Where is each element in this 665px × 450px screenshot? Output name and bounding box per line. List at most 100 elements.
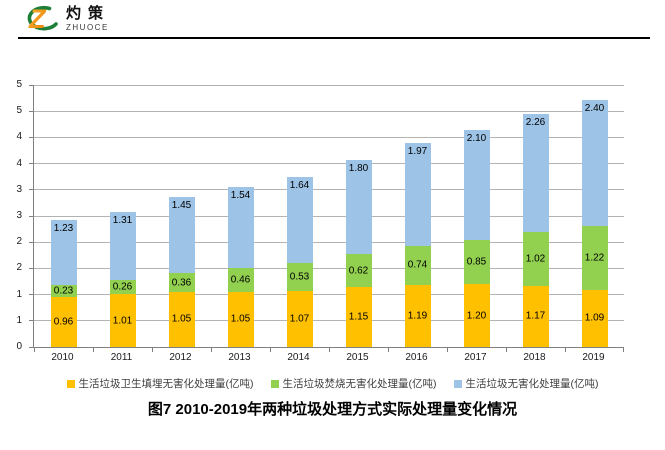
x-axis-tick: [623, 348, 624, 352]
bar-value-label: 0.74: [407, 259, 428, 271]
bar-segment: 2.40: [581, 100, 608, 226]
bar-segment: 1.07: [286, 290, 313, 347]
gridline: [34, 267, 624, 269]
bar-segment: 1.64: [286, 177, 313, 264]
chart-legend: 生活垃圾卫生填埋无害化处理量(亿吨) 生活垃圾焚烧无害化处理量(亿吨) 生活垃圾无害…: [0, 376, 665, 391]
bar-value-label: 1.05: [171, 313, 192, 325]
x-axis-label: 2017: [464, 352, 487, 363]
y-axis-tick: [29, 241, 33, 243]
bar-segment: 1.17: [522, 285, 549, 347]
x-axis-label: 2019: [582, 352, 605, 363]
zhuoce-logo: Z 灼策 ZHUOCE: [24, 2, 110, 35]
x-axis-tick: [506, 348, 507, 352]
bar-segment: 0.85: [463, 239, 490, 285]
y-axis-tick: [29, 215, 33, 217]
gridline: [34, 136, 624, 138]
stacked-bar: 1.01 0.26 1.31: [109, 211, 136, 347]
legend-swatch-icon: [453, 379, 462, 388]
x-axis-label: 2013: [228, 352, 251, 363]
x-axis: 2010 2011 2012 2013 2014 2015 2016 2017 2018 2019: [33, 352, 623, 365]
bar-value-label: 0.85: [466, 256, 487, 268]
x-axis-tick: [329, 348, 330, 352]
bar-segment: 0.26: [109, 280, 136, 295]
legend-item: 生活垃圾焚烧无害化处理量(亿吨): [270, 376, 437, 391]
bar-segment: 0.74: [404, 245, 431, 285]
gridline: [34, 110, 624, 112]
bar-value-label: 0.26: [112, 281, 133, 293]
bar-value-label: 1.23: [53, 223, 74, 235]
bar-value-label: 1.54: [230, 190, 251, 202]
bar-value-label: 0.62: [348, 265, 369, 276]
x-axis-tick: [565, 348, 566, 352]
bar-segment: 0.36: [168, 273, 195, 292]
y-axis-tick-label: 4: [16, 131, 22, 143]
y-axis-tick: [29, 320, 33, 322]
bar-value-label: 2.10: [466, 132, 487, 144]
bar-segment: 0.23: [50, 284, 77, 297]
x-axis-label: 2012: [169, 352, 192, 363]
bar-segment: 0.62: [345, 254, 372, 287]
bar-value-label: 1.20: [466, 310, 487, 322]
bar-value-label: 1.45: [171, 200, 192, 212]
bar-value-label: 1.07: [289, 313, 310, 325]
bar-value-label: 1.19: [407, 310, 428, 322]
chart-title: 图7 2010-2019年两种垃圾处理方式实际处理量变化情况: [147, 401, 518, 418]
x-axis-label: 2010: [51, 352, 74, 363]
bar-value-label: 1.97: [407, 145, 428, 157]
bar-segment: 1.23: [50, 220, 77, 285]
legend-label: 生活垃圾无害化处理量(亿吨): [465, 378, 599, 390]
x-axis-tick: [388, 348, 389, 352]
bar-value-label: 0.96: [53, 316, 74, 328]
bar-segment: 1.19: [404, 284, 431, 347]
stacked-bar: 1.19 0.74 1.97: [404, 142, 431, 347]
y-axis-tick-label: 1: [16, 288, 22, 300]
brand-subtitle: ZHUOCE: [66, 22, 109, 32]
bar-value-label: 1.09: [584, 312, 605, 324]
bar-value-label: 0.46: [230, 274, 251, 286]
gridline: [34, 320, 624, 322]
gridline: [34, 294, 624, 296]
bar-segment: 2.26: [522, 113, 549, 233]
x-axis-tick: [34, 348, 35, 352]
x-axis-tick: [93, 348, 94, 352]
bar-value-label: 1.15: [348, 311, 369, 323]
gridline: [34, 189, 624, 191]
bar-segment: 1.22: [581, 225, 608, 290]
legend-item: 生活垃圾卫生填埋无害化处理量(亿吨): [66, 376, 254, 391]
y-axis-tick: [29, 110, 33, 112]
y-axis-tick: [29, 163, 33, 165]
stacked-bar: 1.05 0.46 1.54: [227, 187, 254, 347]
x-axis-label: 2015: [346, 352, 369, 363]
y-axis-tick-label: 1: [16, 314, 22, 326]
bar-segment: 0.53: [286, 263, 313, 291]
bar-value-label: 1.22: [584, 252, 605, 264]
legend-swatch-icon: [270, 379, 279, 388]
bar-value-label: 1.01: [112, 315, 133, 327]
y-axis-tick-label: 3: [16, 210, 22, 221]
brand-name: 灼策: [66, 4, 111, 22]
x-axis-label: 2014: [287, 352, 310, 363]
bar-segment: 1.97: [404, 142, 431, 246]
bar-value-label: 0.53: [289, 271, 310, 283]
bar-segment: 1.54: [227, 187, 254, 268]
bar-segment: 1.01: [109, 294, 136, 347]
bar-segment: 2.10: [463, 129, 490, 240]
x-axis-label: 2018: [523, 352, 546, 363]
bar-segment: 1.05: [227, 291, 254, 347]
y-axis-tick-label: 3: [16, 183, 22, 195]
stacked-bar: 1.09 1.22 2.40: [581, 100, 608, 347]
x-axis-tick: [447, 348, 448, 352]
x-axis-tick: [152, 348, 153, 352]
x-axis-tick: [211, 348, 212, 352]
bar-value-label: 2.26: [525, 116, 546, 128]
y-axis-tick-label: 2: [16, 262, 22, 274]
y-axis-tick-label: 2: [16, 236, 22, 248]
stacked-bar: 0.96 0.23 1.23: [50, 220, 77, 347]
y-axis-tick-label: 0: [16, 341, 22, 352]
bar-segment: 1.02: [522, 232, 549, 286]
x-axis-label: 2016: [405, 352, 428, 363]
gridline: [34, 241, 624, 243]
y-axis-tick-label: 4: [16, 157, 22, 169]
y-axis-tick: [29, 267, 33, 269]
bar-value-label: 1.64: [289, 180, 310, 192]
